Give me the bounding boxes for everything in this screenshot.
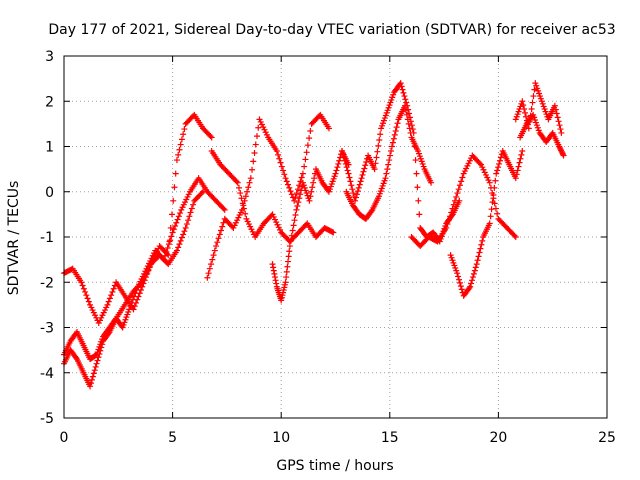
x-tick-label: 20 [489, 430, 507, 446]
data-point-markers [408, 152, 519, 250]
y-tick-label: 3 [45, 49, 54, 65]
x-tick-label: 25 [598, 430, 616, 446]
data-point-markers [517, 111, 567, 159]
series-track-k [512, 80, 565, 136]
x-axis-label: GPS time / hours [276, 458, 393, 474]
series-track-f [269, 148, 352, 304]
data-point-markers [208, 148, 337, 245]
y-tick-label: -5 [40, 411, 54, 427]
y-axis-label: SDTVAR / TECUs [6, 181, 22, 296]
chart-title: Day 177 of 2021, Sidereal Day-to-day VTE… [48, 22, 615, 38]
x-tick-label: 10 [272, 430, 290, 446]
data-point-markers [61, 111, 215, 326]
y-tick-label: -3 [40, 321, 54, 337]
data-point-markers [269, 148, 352, 304]
y-tick-label: 0 [45, 185, 54, 201]
ticks: 0 5 10 15 20 25 -5 -4 -3 -2 -1 0 1 2 3 [40, 49, 616, 446]
series-track-e [208, 148, 337, 245]
series-track-j [447, 148, 526, 299]
x-tick-label: 15 [381, 430, 399, 446]
y-tick-label: -1 [40, 230, 54, 246]
data-point-markers [61, 175, 228, 363]
series-track-h [343, 102, 435, 222]
y-tick-label: 2 [45, 94, 54, 110]
series-track-b [61, 175, 228, 363]
y-tick-label: -2 [40, 275, 54, 291]
y-tick-label: -4 [40, 366, 54, 382]
series-track-i [408, 152, 519, 250]
series-track-a [61, 111, 215, 326]
data-point-markers [339, 80, 463, 245]
series-track-g [339, 80, 463, 245]
data-point-markers [204, 111, 332, 281]
x-tick-label: 0 [60, 430, 69, 446]
data-point-markers [512, 80, 565, 136]
series-track-d [204, 111, 332, 281]
data-point-markers [343, 102, 435, 222]
x-tick-label: 5 [168, 430, 177, 446]
series-track-l [517, 111, 567, 159]
data-point-markers [447, 148, 526, 299]
y-tick-label: 1 [45, 140, 54, 156]
series-layer [61, 80, 567, 390]
